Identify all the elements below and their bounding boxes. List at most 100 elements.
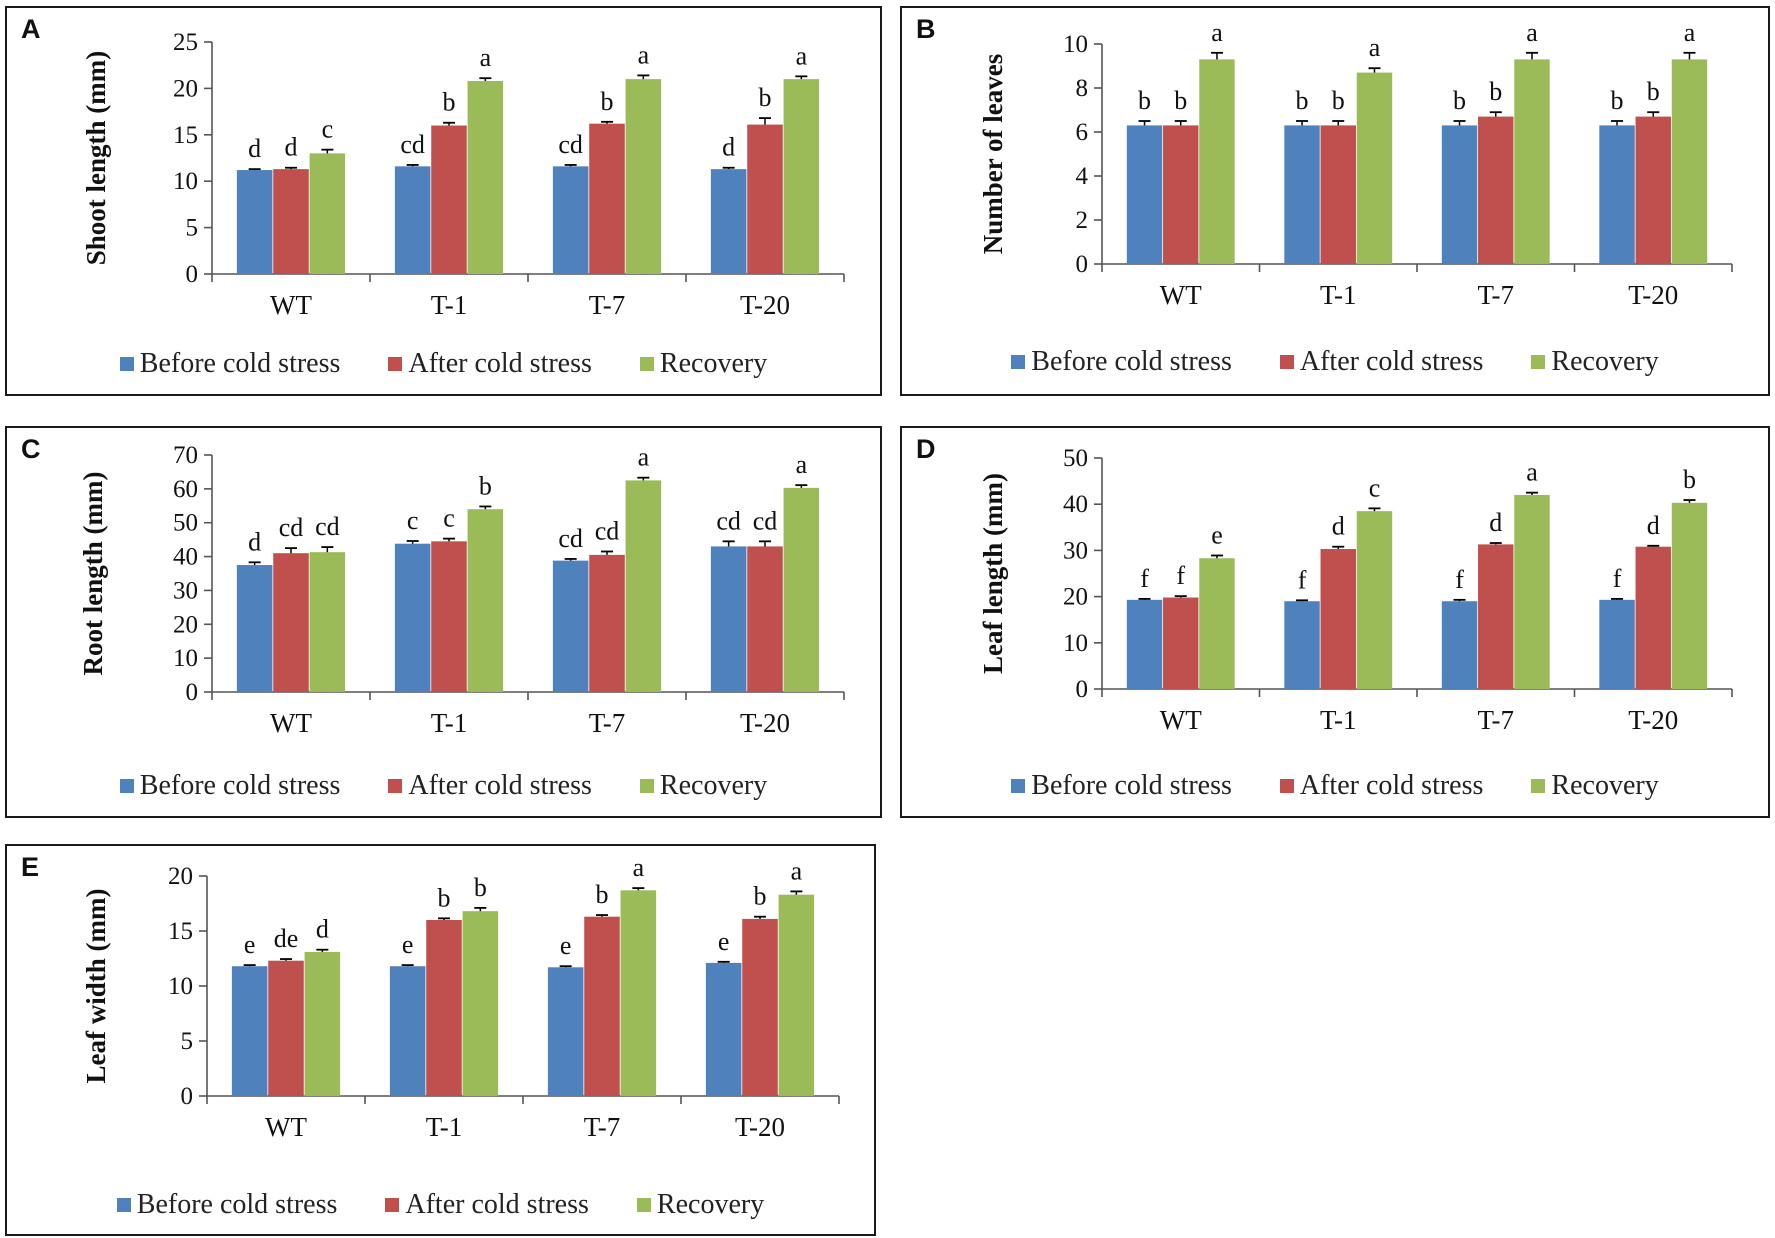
y-tick-label: 30 xyxy=(1063,537,1088,564)
significance-label: a xyxy=(791,856,803,885)
significance-label: a xyxy=(1211,18,1223,47)
legend-label-before: Before cold stress xyxy=(1031,770,1232,801)
legend-swatch-before xyxy=(1011,355,1026,369)
y-tick-label: 4 xyxy=(1076,163,1089,190)
bar-after xyxy=(1635,116,1671,264)
legend-label-before: Before cold stress xyxy=(136,1189,338,1220)
bar-after xyxy=(426,920,462,1096)
bar-recovery xyxy=(1514,494,1550,689)
legend-swatch-recovery xyxy=(639,779,654,793)
bar-recovery xyxy=(1671,502,1708,689)
bar-before xyxy=(389,966,426,1096)
x-category-label: T-20 xyxy=(740,290,790,320)
significance-label: e xyxy=(1211,520,1223,549)
x-category-label: T-7 xyxy=(589,290,626,320)
y-tick-label: 5 xyxy=(186,215,199,242)
y-tick-label: 0 xyxy=(1076,676,1089,703)
x-category-label: T-7 xyxy=(589,708,626,738)
bar-before xyxy=(394,543,431,692)
legend-swatch-recovery xyxy=(636,1198,651,1212)
y-tick-label: 70 xyxy=(173,442,198,469)
y-tick-label: 10 xyxy=(173,168,198,195)
significance-label: a xyxy=(633,853,645,882)
bar-after xyxy=(273,553,309,692)
panel-letter: D xyxy=(916,434,936,464)
significance-label: b xyxy=(596,880,609,909)
legend-item-recovery: Recovery xyxy=(1531,346,1659,378)
legend-item-before: Before cold stress xyxy=(119,770,341,802)
bar-recovery xyxy=(467,509,504,692)
legend-item-recovery: Recovery xyxy=(1531,770,1659,802)
legend-item-recovery: Recovery xyxy=(639,348,767,380)
bar-recovery xyxy=(1356,72,1393,264)
legend-item-before: Before cold stress xyxy=(116,1189,338,1221)
significance-label: b xyxy=(474,873,487,902)
chart-panel-a: A 0 5 10 15 20 25 WT d d c T-1 cd b a T-7 cd b a T-20 d b a Sh… xyxy=(5,6,882,396)
y-axis-title: Leaf length (mm) xyxy=(978,473,1008,674)
legend-label-after: After cold stress xyxy=(1299,770,1484,801)
bar-recovery xyxy=(309,552,346,692)
y-tick-label: 20 xyxy=(173,611,198,638)
y-tick-label: 60 xyxy=(173,476,198,503)
panel-letter: C xyxy=(21,434,41,464)
significance-label: a xyxy=(1526,18,1538,47)
significance-label: d xyxy=(248,134,261,163)
significance-label: e xyxy=(402,930,414,959)
bar-recovery xyxy=(783,487,820,692)
y-tick-label: 50 xyxy=(1063,445,1088,472)
bar-recovery xyxy=(309,153,346,274)
bar-recovery xyxy=(1671,59,1708,265)
y-tick-label: 5 xyxy=(181,1028,194,1055)
chart-panel-b: B 0 2 4 6 8 10 WT b b a T-1 b b a T-7 b b a T-20 b b a Number … xyxy=(900,6,1770,396)
legend-item-after: After cold stress xyxy=(385,1189,589,1221)
significance-label: b xyxy=(1489,77,1502,106)
significance-label: d xyxy=(316,915,329,944)
legend-item-after: After cold stress xyxy=(1279,346,1483,378)
significance-label: d xyxy=(1332,512,1345,541)
significance-label: c xyxy=(443,504,455,533)
y-tick-label: 40 xyxy=(173,544,198,571)
legend-label-before: Before cold stress xyxy=(139,770,341,801)
significance-label: de xyxy=(274,924,299,953)
bar-recovery xyxy=(620,890,657,1096)
chart-legend: Before cold stress After cold stress Rec… xyxy=(902,770,1768,802)
x-category-label: T-1 xyxy=(1320,280,1357,310)
panel-letter: E xyxy=(21,852,40,882)
y-tick-label: 40 xyxy=(1063,491,1088,518)
y-tick-label: 0 xyxy=(1076,251,1089,278)
significance-label: cd xyxy=(716,506,741,535)
significance-label: a xyxy=(1369,33,1381,62)
x-category-label: T-20 xyxy=(735,1112,785,1142)
y-tick-label: 20 xyxy=(1063,584,1088,611)
y-tick-label: 0 xyxy=(181,1083,194,1110)
significance-label: d xyxy=(1647,511,1660,540)
significance-label: d xyxy=(722,133,735,162)
x-category-label: WT xyxy=(265,1112,307,1142)
legend-item-before: Before cold stress xyxy=(1011,346,1232,378)
bar-before xyxy=(231,966,268,1096)
bar-after xyxy=(1163,125,1199,265)
x-category-label: T-1 xyxy=(431,708,468,738)
chart-legend: Before cold stress After cold stress Rec… xyxy=(7,770,880,802)
legend-item-after: After cold stress xyxy=(1279,770,1484,802)
bar-before xyxy=(1126,125,1163,265)
x-category-label: T-20 xyxy=(1628,705,1678,735)
bar-after xyxy=(747,124,783,274)
bar-after xyxy=(742,918,778,1096)
legend-item-recovery: Recovery xyxy=(636,1189,764,1221)
legend-item-after: After cold stress xyxy=(388,770,592,802)
legend-swatch-before xyxy=(119,357,134,371)
legend-swatch-before xyxy=(1011,779,1026,793)
significance-label: cd xyxy=(315,512,340,541)
significance-label: a xyxy=(638,40,650,69)
significance-label: cd xyxy=(595,516,620,545)
legend-label-recovery: Recovery xyxy=(1551,346,1659,377)
y-tick-label: 10 xyxy=(168,973,193,1000)
y-tick-label: 2 xyxy=(1076,207,1089,234)
significance-label: c xyxy=(407,506,419,535)
x-category-label: WT xyxy=(1160,705,1202,735)
significance-label: b xyxy=(479,471,492,500)
